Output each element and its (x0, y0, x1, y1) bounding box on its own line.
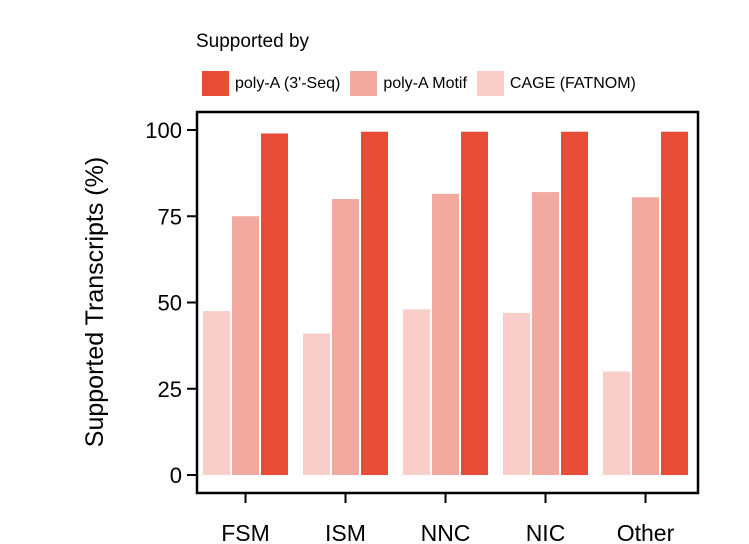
bar-ism-1 (332, 199, 359, 475)
y-axis-label: Supported Transcripts (%) (81, 157, 109, 447)
bar-fsm-2 (261, 133, 288, 475)
legend-label: CAGE (FATNOM) (509, 74, 636, 92)
y-tick-label: 25 (158, 377, 182, 402)
bar-nic-1 (532, 192, 559, 475)
y-axis: 0 25 50 75 100 (145, 118, 197, 488)
x-tick-label: FSM (221, 520, 270, 544)
bar-other-1 (632, 197, 659, 475)
bar-nnc-2 (461, 131, 488, 475)
legend-item: CAGE (FATNOM) (476, 71, 636, 96)
bar-ism-2 (361, 131, 388, 475)
x-tick-label: Other (617, 520, 675, 544)
y-tick-label: 0 (170, 463, 182, 488)
x-tick-label: NNC (421, 520, 471, 544)
x-tick-label: ISM (325, 520, 366, 544)
legend-swatch (202, 71, 229, 96)
bar-nic-2 (561, 131, 588, 475)
legend-swatch (350, 71, 378, 96)
y-tick-label: 100 (145, 118, 182, 143)
legend-label: poly-A (3'-Seq) (235, 74, 341, 92)
legend-item: poly-A (3'-Seq) (202, 71, 340, 96)
bar-ism-0 (303, 333, 330, 475)
legend-item: poly-A Motif (350, 71, 467, 96)
bar-fsm-0 (203, 311, 230, 475)
bar-nnc-1 (432, 193, 459, 475)
bar-other-2 (661, 131, 688, 475)
y-tick-label: 50 (158, 291, 182, 316)
legend: poly-A (3'-Seq) poly-A Motif CAGE (FATNOM) (202, 71, 646, 96)
x-tick-label: NIC (526, 520, 566, 544)
bar-other-0 (603, 371, 630, 475)
bar-nic-0 (503, 312, 530, 475)
bars-group (203, 131, 688, 475)
legend-label: poly-A Motif (383, 74, 467, 92)
bar-fsm-1 (232, 216, 259, 475)
bar-nnc-0 (403, 309, 430, 475)
x-axis: FSM ISM NNC NIC Other (221, 493, 675, 544)
legend-swatch (476, 71, 504, 96)
legend-title: Supported by (196, 31, 310, 52)
y-tick-label: 75 (158, 204, 182, 229)
